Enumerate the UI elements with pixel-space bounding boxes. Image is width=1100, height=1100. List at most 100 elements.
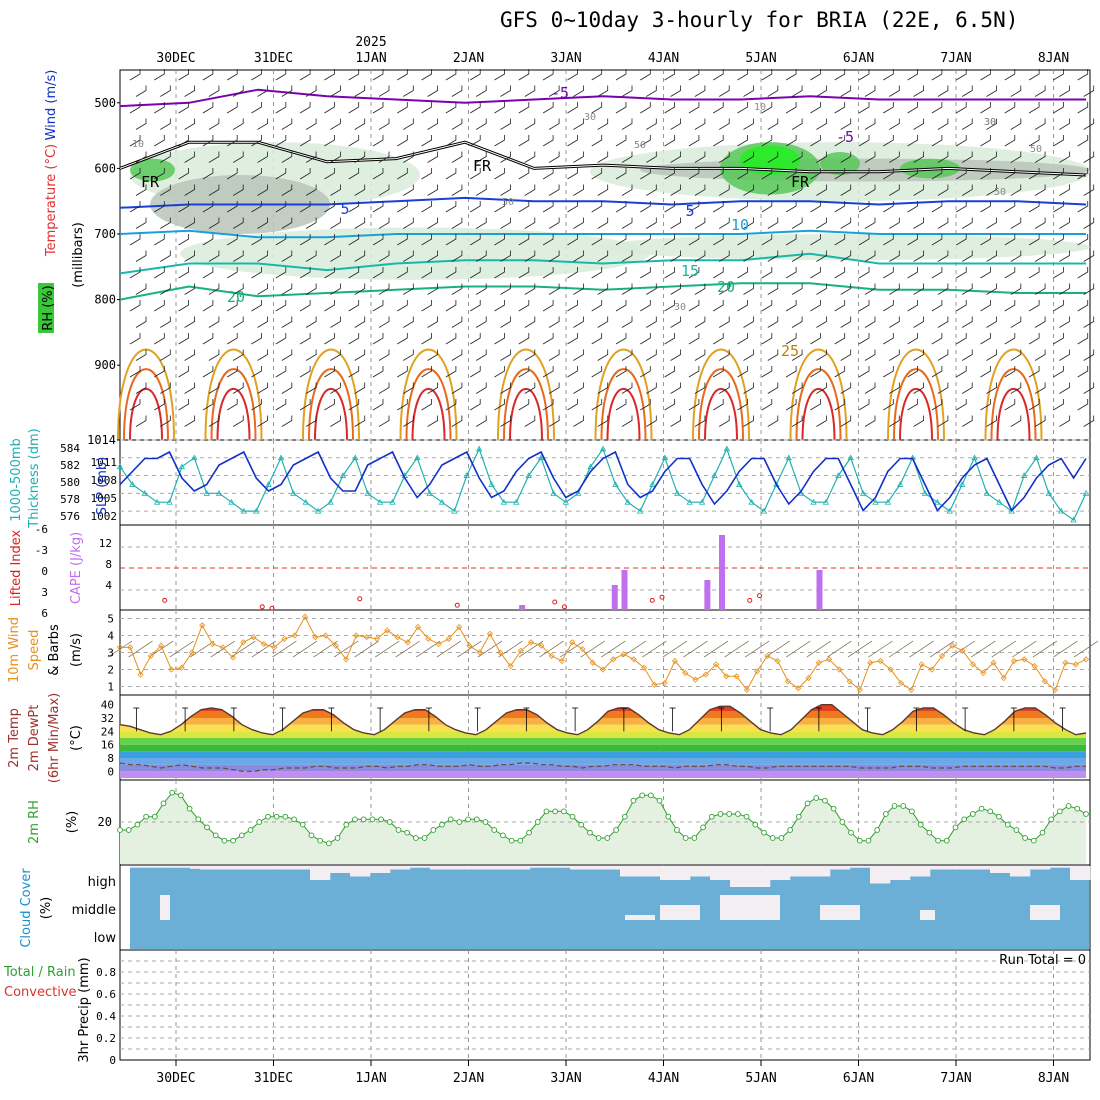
wind-barb [1028, 366, 1040, 378]
cloud-high-gap [600, 866, 611, 870]
wind-barb [324, 102, 335, 114]
wind-barb [427, 316, 438, 328]
wind-barb [299, 267, 311, 279]
slp-line [119, 450, 1087, 512]
wind-speed-point [805, 674, 812, 682]
wind-barb [718, 316, 730, 328]
wind-barb [931, 102, 943, 114]
cloud-high-gap [950, 866, 961, 870]
isotherm-line [119, 196, 1087, 209]
thickness-point [1020, 472, 1028, 478]
isotherm-line [119, 88, 1086, 108]
thickness-point [748, 498, 755, 505]
cloud-high-gap [140, 866, 151, 868]
wind-barb [500, 415, 511, 427]
wind-barb [1028, 69, 1040, 81]
wind-barb [694, 250, 706, 262]
rh-point [578, 821, 585, 828]
thickness-point [265, 481, 272, 487]
rh-contour-label: 30 [674, 302, 686, 313]
cloud-high-gap [160, 866, 171, 868]
wind-barb [500, 283, 511, 295]
wind-barb [494, 366, 505, 378]
rh-point [273, 813, 280, 820]
wind-barb [372, 135, 384, 147]
wind-speed-point [538, 642, 545, 649]
rh-point [839, 819, 846, 825]
wind-barb [129, 102, 141, 114]
wind-barb [573, 250, 584, 262]
wind-barb [889, 118, 900, 130]
wind-barb [1053, 300, 1064, 312]
cloud-high-gap [590, 866, 601, 870]
bottom-date-label: 5JAN [745, 1071, 776, 1086]
cloud-level-label: low [94, 931, 117, 946]
wind-barb [354, 250, 366, 262]
wind-barb [980, 267, 991, 279]
wind-barb [226, 300, 238, 312]
wind-barb [427, 283, 438, 295]
wind-barb [524, 316, 536, 328]
wind-barb [403, 85, 414, 97]
wind-barb [694, 118, 706, 130]
wind-speed-point [641, 664, 648, 671]
wind-barb [427, 349, 438, 361]
wind-barb [664, 135, 675, 147]
cape-bar [621, 570, 628, 610]
wind-barb [378, 283, 390, 295]
wind-barb [1034, 250, 1046, 262]
wind-barb [475, 250, 487, 262]
wind-barb [913, 250, 924, 262]
wind-barb-surface [683, 640, 708, 658]
wind-barb [542, 333, 554, 345]
rh-point [682, 835, 689, 841]
wind-barb [1010, 184, 1022, 196]
wind-speed-point [322, 632, 329, 639]
ylabel-minmax: (6hr Min/Max) [47, 693, 62, 783]
wind-barb [257, 382, 268, 394]
wind-barb [864, 217, 876, 229]
wind-speed-point [682, 669, 689, 676]
wind-barb [986, 415, 997, 427]
wind-barb [640, 69, 651, 81]
wind-barb [1034, 283, 1046, 295]
wind-barb [718, 118, 730, 130]
wind-barb [154, 234, 165, 246]
warm-contour [692, 348, 750, 441]
wind-barb-surface [971, 640, 996, 658]
li-tick-label: 0 [41, 565, 48, 578]
wind-barb [621, 250, 633, 262]
wind-barb [913, 184, 924, 196]
wind-barb [1028, 102, 1040, 114]
rh-point [909, 808, 915, 815]
rh-contour-label: 30 [984, 117, 996, 128]
wind-barb [567, 234, 578, 246]
wind-barb [567, 366, 578, 378]
wind-barb [761, 333, 773, 345]
wind-barb [445, 69, 457, 81]
wind-barb [348, 69, 360, 81]
wind-speed-point [363, 634, 370, 641]
wind-barb [810, 366, 821, 378]
wind-barb [451, 349, 463, 361]
wind-barb [324, 366, 335, 378]
wind-barb [397, 135, 408, 147]
thickness-point [958, 481, 966, 487]
wind-barb [573, 85, 584, 97]
wind-barb [475, 151, 487, 163]
wind-barb [1059, 118, 1070, 130]
wind-barb [348, 267, 360, 279]
wind-barb [840, 151, 852, 163]
temp-tick-label: 8 [107, 752, 114, 765]
cloud-high-gap [840, 866, 851, 870]
thickness-point [191, 454, 198, 461]
cloud-high-gap [1040, 866, 1051, 870]
warm-contour [698, 368, 744, 441]
wind-barb [931, 69, 943, 81]
wind-barb [834, 300, 846, 312]
wind-barb [469, 300, 481, 312]
wind-barb [305, 415, 317, 427]
wind-barb [791, 415, 803, 427]
cloud-high-gap [660, 866, 671, 880]
wind-barb [1028, 168, 1040, 180]
